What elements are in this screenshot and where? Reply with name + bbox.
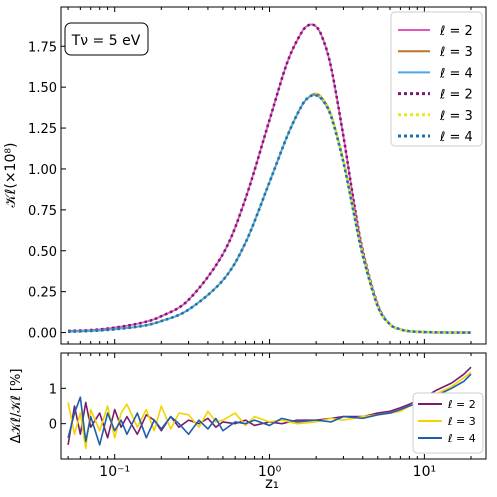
- main-plot-series: [68, 23, 471, 334]
- legend-label: ℓ = 4: [447, 432, 476, 445]
- y-tick-label: 1: [49, 382, 57, 397]
- legend-label: ℓ = 3: [447, 415, 476, 428]
- legend-label: ℓ = 4: [439, 130, 473, 145]
- legend-box: [390, 11, 483, 147]
- residual-plot-series: [67, 366, 472, 450]
- residual-plot-legend: ℓ = 2 ℓ = 3 ℓ = 4: [412, 392, 484, 454]
- legend-label: ℓ = 3: [439, 45, 473, 60]
- y-tick-label: 0.75: [28, 204, 57, 219]
- main-plot-legend: ℓ = 2 ℓ = 3 ℓ = 4 ℓ = 2 ℓ = 3 ℓ = 4: [390, 11, 483, 147]
- y-tick-label: 0.00: [28, 327, 57, 342]
- annotation-box: [64, 22, 149, 56]
- main-plot-panel: 0.00 0.25 0.50 0.75 1.00 1.25 1.50 1.75 𝒦ℓ(×10⁸…: [3, 6, 487, 345]
- legend-label: ℓ = 3: [439, 109, 473, 124]
- y-tick-label: 1.75: [28, 40, 57, 55]
- residual-line-l4: [67, 373, 472, 446]
- y-tick-label: 0: [49, 418, 57, 433]
- y-tick-label: 1.00: [28, 163, 57, 178]
- main-plot-ticks: 0.00 0.25 0.50 0.75 1.00 1.25 1.50 1.75: [28, 7, 472, 344]
- y-tick-label: 0.50: [28, 245, 57, 260]
- legend-label: ℓ = 2: [447, 398, 476, 411]
- legend-label: ℓ = 4: [439, 66, 473, 81]
- residual-line-l3: [67, 371, 472, 450]
- residual-plot-ticks: 0 1 10⁻¹ 10⁰ 10¹: [49, 353, 472, 480]
- main-plot-frame: [60, 6, 487, 345]
- legend-label: ℓ = 2: [439, 24, 473, 39]
- x-tick-label: 10⁰: [258, 464, 282, 480]
- annotation-text: Tν = 5 eV: [71, 33, 141, 49]
- legend-label: ℓ = 2: [439, 88, 473, 103]
- temperature-annotation: Tν = 5 eV: [64, 22, 149, 56]
- x-tick-label: 10⁻¹: [99, 464, 130, 480]
- main-plot-y-axis-label: 𝒦ℓ(×10⁸): [3, 143, 19, 208]
- y-tick-label: 1.25: [28, 122, 57, 137]
- series-line-dotted-l2: [68, 23, 471, 334]
- y-tick-label: 1.50: [28, 81, 57, 96]
- residual-plot-frame: [60, 352, 487, 460]
- residual-plot-y-axis-label: Δ𝒦ℓ/𝒦ℓ [%]: [9, 369, 24, 444]
- x-tick-label: 10¹: [413, 464, 436, 480]
- series-line-dotted-l4: [68, 93, 471, 334]
- x-axis-label: z₁: [265, 474, 279, 492]
- y-tick-label: 0.25: [28, 286, 57, 301]
